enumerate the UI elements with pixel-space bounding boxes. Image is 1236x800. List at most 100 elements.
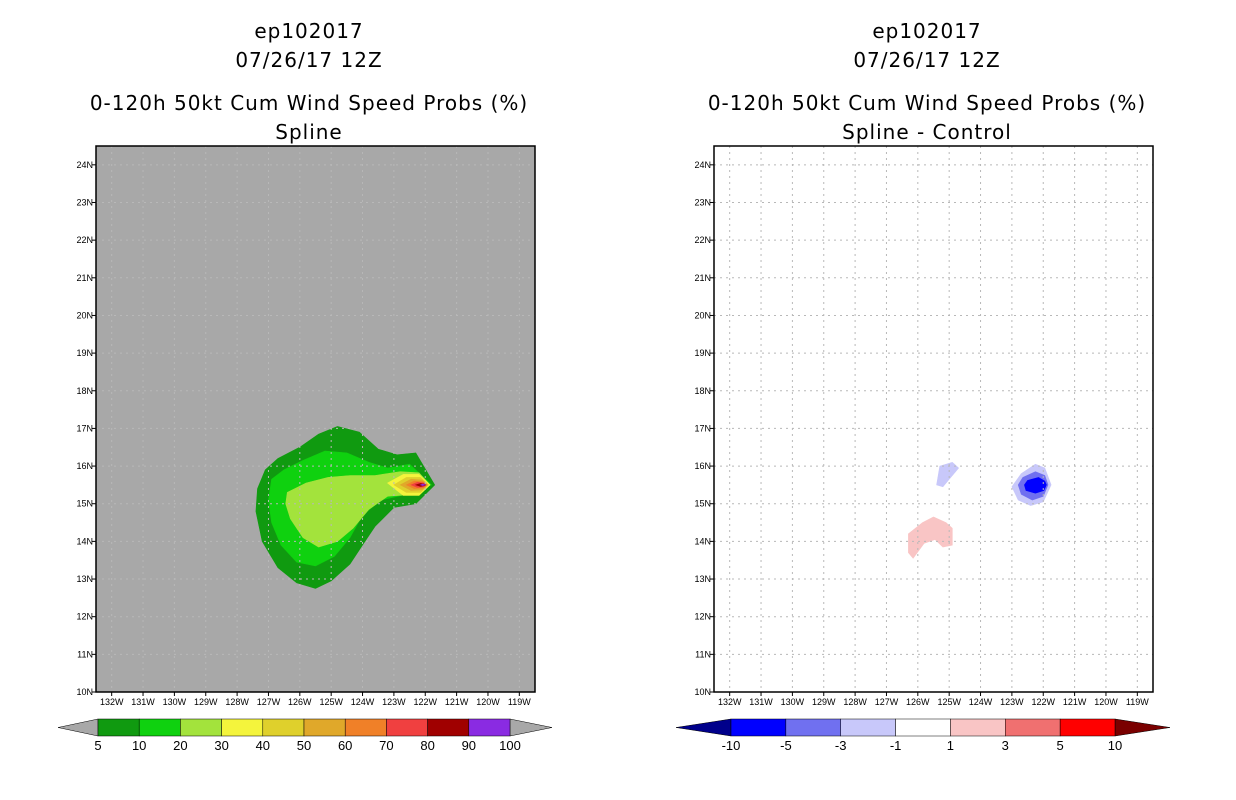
- y-tick-label: 13N: [694, 574, 711, 584]
- contour-level--5: [1024, 477, 1047, 494]
- contour-level-1: [908, 516, 953, 559]
- colorbar-label: 5: [94, 738, 101, 753]
- x-tick-label: 123W: [1000, 697, 1024, 707]
- colorbar-upper-arrow: [1114, 718, 1171, 737]
- colorbar-label: 70: [379, 738, 393, 753]
- x-tick-label: 127W: [875, 697, 899, 707]
- x-tick-label: 120W: [1094, 697, 1118, 707]
- chart-subtitle: Spline: [275, 120, 342, 144]
- colorbar-box: [303, 718, 346, 737]
- x-tick-label: 125W: [937, 697, 961, 707]
- colorbar-label: 30: [214, 738, 228, 753]
- y-tick-label: 16N: [694, 461, 711, 471]
- colorbar: [675, 718, 1171, 737]
- x-tick-label: 126W: [906, 697, 930, 707]
- x-tick-label: 127W: [257, 697, 281, 707]
- contour-layer: [908, 461, 1052, 559]
- colorbar-box: [386, 718, 428, 737]
- panel-spline: ep102017 07/26/17 12Z 0-120h 50kt Cum Wi…: [57, 19, 553, 753]
- storm-id: ep102017: [872, 19, 981, 43]
- y-tick-label: 18N: [694, 386, 711, 396]
- x-tick-label: 131W: [131, 697, 155, 707]
- colorbar-label: 80: [420, 738, 434, 753]
- y-tick-label: 24N: [694, 160, 711, 170]
- colorbar-label: -1: [890, 738, 902, 753]
- storm-id: ep102017: [254, 19, 363, 43]
- colorbar-box: [468, 718, 511, 737]
- colorbar-box: [840, 718, 896, 737]
- contour-level-20: [285, 471, 431, 548]
- colorbar-box: [1059, 718, 1116, 737]
- y-tick-label: 21N: [694, 273, 711, 283]
- y-tick-label: 23N: [76, 198, 93, 208]
- colorbar-label: 10: [1108, 738, 1122, 753]
- colorbar-label: 60: [338, 738, 352, 753]
- y-tick-label: 24N: [76, 160, 93, 170]
- y-tick-label: 15N: [76, 499, 93, 509]
- y-tick-label: 10N: [76, 687, 93, 697]
- y-tick-label: 20N: [76, 310, 93, 320]
- colorbar-label: 100: [499, 738, 521, 753]
- colorbar-label: 90: [462, 738, 476, 753]
- x-tick-label: 122W: [414, 697, 438, 707]
- colorbar-label: 40: [256, 738, 270, 753]
- x-tick-label: 130W: [163, 697, 187, 707]
- colorbar-box: [427, 718, 470, 737]
- colorbar-label: 5: [1056, 738, 1063, 753]
- colorbar-lower-arrow: [57, 718, 99, 737]
- y-tick-label: 11N: [695, 649, 711, 659]
- y-tick-label: 16N: [76, 461, 93, 471]
- y-tick-label: 11N: [77, 649, 93, 659]
- colorbar-box: [785, 718, 841, 737]
- colorbar-label: 50: [297, 738, 311, 753]
- x-tick-label: 123W: [382, 697, 406, 707]
- colorbar-label: 3: [1002, 738, 1009, 753]
- colorbar: [57, 718, 553, 737]
- y-tick-label: 10N: [694, 687, 711, 697]
- x-tick-label: 124W: [351, 697, 375, 707]
- colorbar-box: [344, 718, 387, 737]
- colorbar-label: -5: [780, 738, 792, 753]
- colorbar-box: [895, 718, 951, 737]
- chart-title: 0-120h 50kt Cum Wind Speed Probs (%): [90, 91, 528, 115]
- x-tick-label: 129W: [812, 697, 836, 707]
- plot-frame: [95, 145, 536, 693]
- contour-level--1: [936, 461, 960, 488]
- y-tick-label: 14N: [694, 536, 711, 546]
- colorbar-label: 20: [173, 738, 187, 753]
- x-tick-label: 122W: [1032, 697, 1056, 707]
- x-tick-label: 129W: [194, 697, 218, 707]
- y-tick-label: 14N: [76, 536, 93, 546]
- x-tick-label: 121W: [445, 697, 469, 707]
- colorbar-box: [221, 718, 264, 737]
- x-tick-label: 120W: [476, 697, 500, 707]
- y-tick-label: 18N: [76, 386, 93, 396]
- y-tick-label: 15N: [694, 499, 711, 509]
- x-tick-label: 124W: [969, 697, 993, 707]
- chart-title: 0-120h 50kt Cum Wind Speed Probs (%): [708, 91, 1146, 115]
- x-tick-label: 119W: [1126, 697, 1149, 707]
- colorbar-label: 10: [132, 738, 146, 753]
- colorbar-box: [97, 718, 140, 737]
- x-tick-label: 119W: [508, 697, 531, 707]
- y-tick-label: 21N: [76, 273, 93, 283]
- colorbar-box: [180, 718, 222, 737]
- colorbar-lower-arrow: [675, 718, 732, 737]
- colorbar-label: -3: [835, 738, 847, 753]
- panel-spline-minus-control: ep102017 07/26/17 12Z 0-120h 50kt Cum Wi…: [675, 19, 1171, 753]
- colorbar-box: [730, 718, 787, 737]
- x-tick-label: 131W: [749, 697, 773, 707]
- x-tick-label: 121W: [1063, 697, 1087, 707]
- y-tick-label: 22N: [694, 235, 711, 245]
- forecast-date: 07/26/17 12Z: [235, 48, 382, 72]
- colorbar-label: -10: [722, 738, 741, 753]
- y-tick-label: 17N: [76, 423, 93, 433]
- forecast-date: 07/26/17 12Z: [853, 48, 1000, 72]
- x-tick-label: 130W: [781, 697, 805, 707]
- contour-layer: [255, 426, 436, 589]
- colorbar-box: [950, 718, 1006, 737]
- y-tick-label: 19N: [76, 348, 93, 358]
- y-tick-label: 20N: [694, 310, 711, 320]
- x-tick-label: 132W: [718, 697, 742, 707]
